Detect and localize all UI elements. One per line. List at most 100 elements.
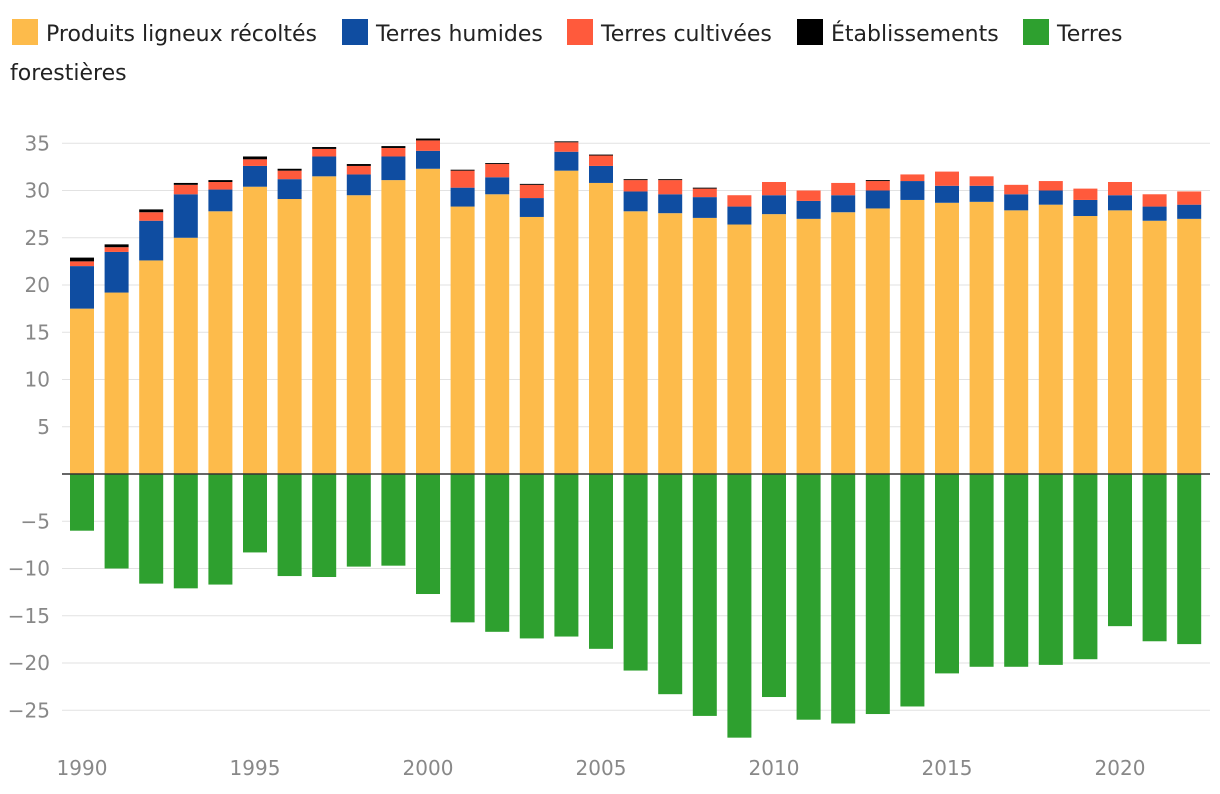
bar-segment <box>277 179 302 200</box>
bar-segment <box>762 181 786 196</box>
bar-segment <box>346 174 371 196</box>
bar-segment <box>173 237 198 474</box>
x-tick-label: 1990 <box>57 756 108 780</box>
legend-label-produits-ligneux: Produits ligneux récoltés <box>46 22 317 47</box>
bar-segment <box>173 184 198 195</box>
bar-segment <box>589 165 613 183</box>
bar-segment <box>727 224 752 474</box>
bar-segment <box>104 292 129 474</box>
bar-segment <box>346 474 371 567</box>
bar-segment <box>346 165 371 175</box>
y-tick-label: −15 <box>8 604 50 628</box>
bar-segment <box>381 474 406 566</box>
bar-segment <box>969 201 994 474</box>
bar-segment <box>519 183 544 185</box>
x-tick-label: 2015 <box>922 756 973 780</box>
bar-segment <box>277 170 302 180</box>
y-tick-label: 25 <box>25 226 50 250</box>
bar-segment <box>381 146 406 148</box>
y-tick-label: 5 <box>37 415 50 439</box>
bar-segment <box>485 177 510 195</box>
bar-segment <box>692 217 717 474</box>
bar-segment <box>1004 210 1029 474</box>
x-tick-label: 1995 <box>230 756 281 780</box>
bar-segment <box>416 140 440 151</box>
bar-segment <box>139 209 164 213</box>
bar-segment <box>589 182 613 474</box>
bar-segment <box>1108 474 1132 627</box>
bar-segment <box>1108 181 1132 196</box>
bar-segment <box>70 308 94 474</box>
bar-segment <box>1004 184 1029 195</box>
y-tick-label: −5 <box>21 509 50 533</box>
bar-segment <box>450 187 475 207</box>
bar-segment <box>554 141 579 143</box>
bar-segment <box>416 150 440 169</box>
bar-segment <box>450 169 475 171</box>
bar-segment <box>104 244 129 248</box>
bar-segment <box>243 186 267 474</box>
bar-segment <box>935 171 959 186</box>
bar-segment <box>485 474 510 632</box>
legend-swatch-terres-forestieres <box>1023 19 1049 45</box>
bar-segment <box>1073 188 1098 200</box>
bar-segment <box>1004 474 1029 667</box>
x-tick-label: 2000 <box>403 756 454 780</box>
bar-segment <box>589 155 613 166</box>
bar-segment <box>519 474 544 639</box>
bar-segment <box>762 195 786 215</box>
bar-segment <box>70 257 94 262</box>
bar-segment <box>1177 204 1202 219</box>
bar-segment <box>1177 218 1202 474</box>
bar-segment <box>762 214 786 474</box>
bar-layer <box>70 138 1202 738</box>
bar-segment <box>346 195 371 474</box>
bar-segment <box>1142 220 1167 474</box>
bar-segment <box>692 188 717 198</box>
bar-segment <box>865 190 890 209</box>
bar-segment <box>727 474 752 738</box>
bar-segment <box>935 474 959 674</box>
bar-segment <box>519 216 544 474</box>
bar-segment <box>1073 216 1098 474</box>
bar-segment <box>416 168 440 474</box>
bar-segment <box>623 180 648 192</box>
bar-segment <box>1142 194 1167 207</box>
y-tick-label: −25 <box>8 698 50 722</box>
bar-segment <box>139 220 164 261</box>
bar-segment <box>554 474 579 637</box>
bar-segment <box>623 211 648 475</box>
bar-segment <box>312 156 337 177</box>
bar-segment <box>1177 474 1202 645</box>
bar-segment <box>796 200 821 219</box>
bar-segment <box>796 190 821 201</box>
bar-segment <box>969 185 994 202</box>
bar-segment <box>485 194 510 474</box>
bar-segment <box>554 170 579 474</box>
bar-segment <box>208 180 233 182</box>
bar-segment <box>796 474 821 720</box>
y-tick-label: −10 <box>8 557 50 581</box>
bar-segment <box>589 154 613 156</box>
bar-segment <box>900 174 925 182</box>
bar-segment <box>692 197 717 218</box>
bar-segment <box>104 247 129 252</box>
bar-segment <box>450 206 475 474</box>
bar-segment <box>277 474 302 577</box>
bar-segment <box>70 266 94 309</box>
bar-segment <box>312 474 337 578</box>
y-tick-label: 35 <box>25 131 50 155</box>
bar-segment <box>208 189 233 212</box>
bar-segment <box>692 187 717 189</box>
bar-segment <box>727 195 752 207</box>
bar-segment <box>658 179 683 181</box>
y-axis-ticks: 35 30 25 20 15 10 5 −5 −10 −15 −20 −25 <box>8 131 50 722</box>
bar-segment <box>831 182 856 196</box>
legend: Produits ligneux récoltés Terres humides… <box>10 19 1122 86</box>
bar-segment <box>208 474 233 585</box>
bar-segment <box>1177 191 1202 205</box>
bar-segment <box>450 474 475 623</box>
bar-segment <box>1142 474 1167 642</box>
bar-segment <box>243 156 267 160</box>
